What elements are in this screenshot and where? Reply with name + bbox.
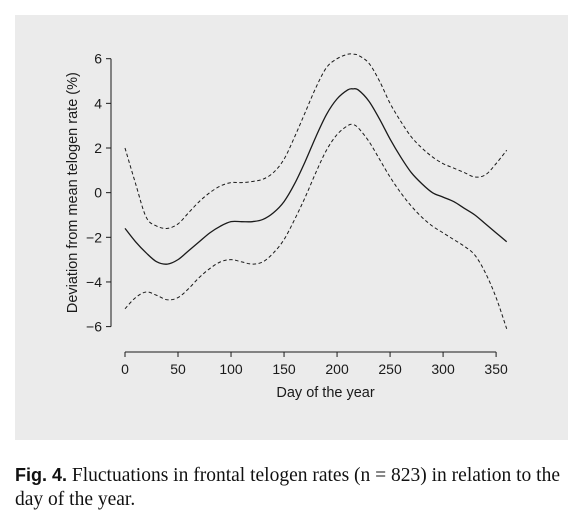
y-axis-title: Deviation from mean telogen rate (%) [65,72,81,313]
x-tick-label: 150 [272,361,296,377]
x-axis-title: Day of the year [276,385,374,401]
figure-panel [15,15,568,440]
y-tick-label: 2 [94,140,102,156]
lower-bound-dashed-line [124,123,508,330]
y-tick-label: 4 [94,95,102,111]
caption-label: Fig. 4. [15,465,68,485]
y-tick-label: −4 [86,274,102,290]
x-tick-label: 50 [170,361,186,377]
figure-caption: Fig. 4. Fluctuations in frontal telogen … [15,463,575,512]
x-tick-label: 200 [325,361,349,377]
x-tick-label: 0 [121,361,129,377]
x-tick-label: 100 [219,361,243,377]
y-tick-label: 6 [94,51,102,67]
x-tick-label: 300 [431,361,455,377]
x-tick-label: 350 [484,361,508,377]
caption-text: Fluctuations in frontal telogen rates (n… [15,465,560,510]
mean-curve-line [124,87,508,265]
upper-bound-dashed-line [124,53,508,229]
y-tick-label: −2 [86,229,102,245]
y-tick-label: 0 [94,185,102,201]
y-tick-label: −6 [86,319,102,335]
line-chart: −6 −4 −2 0 2 4 6 0 50 100 150 200 250 300 350 Day of th… [65,51,508,401]
x-tick-label: 250 [378,361,402,377]
